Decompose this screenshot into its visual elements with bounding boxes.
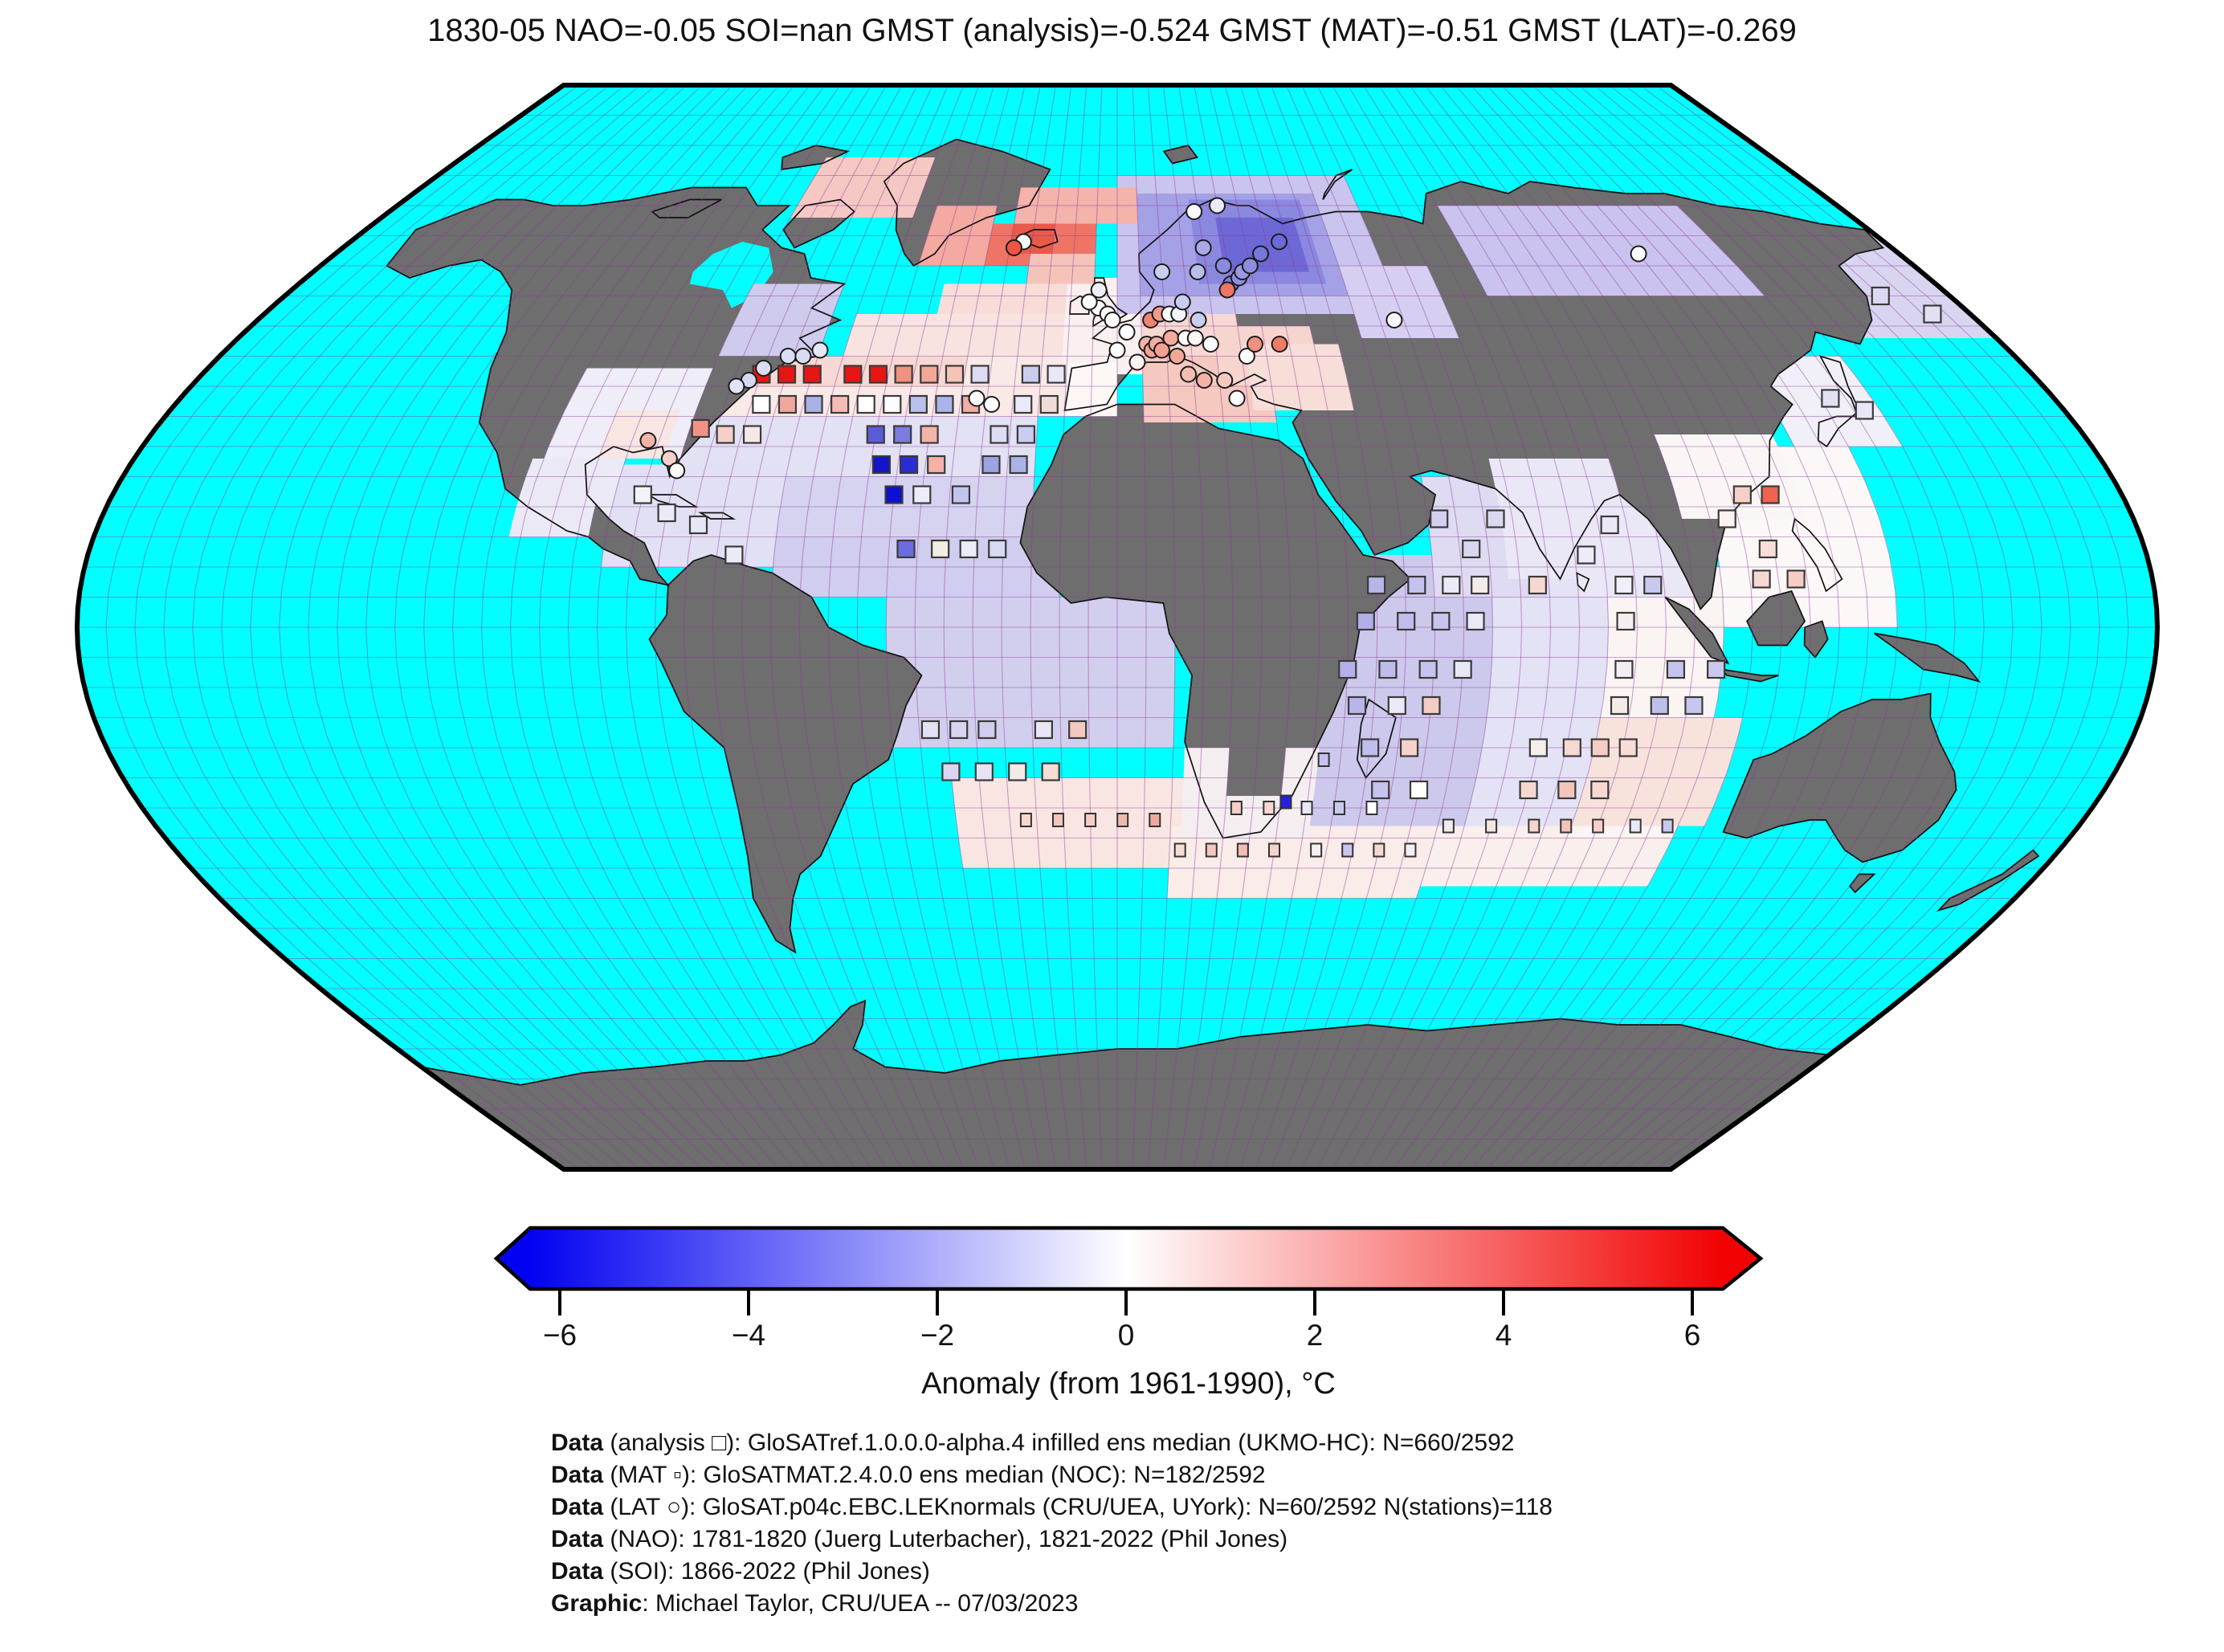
credit-line-soi: Data (SOI): 1866-2022 (Phil Jones) — [551, 1558, 930, 1585]
credit-line-graphic: Graphic: Michael Taylor, CRU/UEA -- 07/0… — [551, 1590, 1079, 1617]
credits-block: Data (analysis □): GloSATref.1.0.0.0-alp… — [551, 1427, 1553, 1620]
credit-line-nao: Data (NAO): 1781-1820 (Juerg Luterbacher… — [551, 1526, 1288, 1552]
credit-line-mat: Data (MAT ▫): GloSATMAT.2.4.0.0 ens medi… — [551, 1462, 1266, 1488]
page-title: 1830-05 NAO=-0.05 SOI=nan GMST (analysis… — [427, 13, 1797, 48]
colorbar-tick-label: 4 — [1495, 1319, 1512, 1352]
colorbar-ticks — [558, 1289, 1694, 1315]
colorbar-tick-label: −2 — [920, 1319, 955, 1352]
lat-station-circle-markers — [639, 197, 1647, 479]
credit-line-lat: Data (LAT ○): GloSAT.p04c.EBC.LEKnormals… — [551, 1494, 1553, 1520]
colorbar-tick-label: −4 — [731, 1319, 766, 1352]
colorbar-tick-label: 6 — [1683, 1319, 1701, 1352]
colorbar-tick-label: 2 — [1306, 1319, 1324, 1352]
colorbar-tick-label: 0 — [1117, 1319, 1135, 1352]
credit-line-analysis: Data (analysis □): GloSATref.1.0.0.0-alp… — [551, 1430, 1515, 1456]
colorbar-tick-label: −6 — [542, 1319, 577, 1352]
graticule — [77, 85, 2157, 1169]
mat-square-markers — [1019, 753, 1674, 858]
colorbar — [493, 1226, 1764, 1315]
analysis-square-markers — [633, 286, 1942, 800]
colorbar-axis-label: Anomaly (from 1961-1990), °C — [921, 1367, 1336, 1401]
map-frame — [74, 83, 2161, 1172]
